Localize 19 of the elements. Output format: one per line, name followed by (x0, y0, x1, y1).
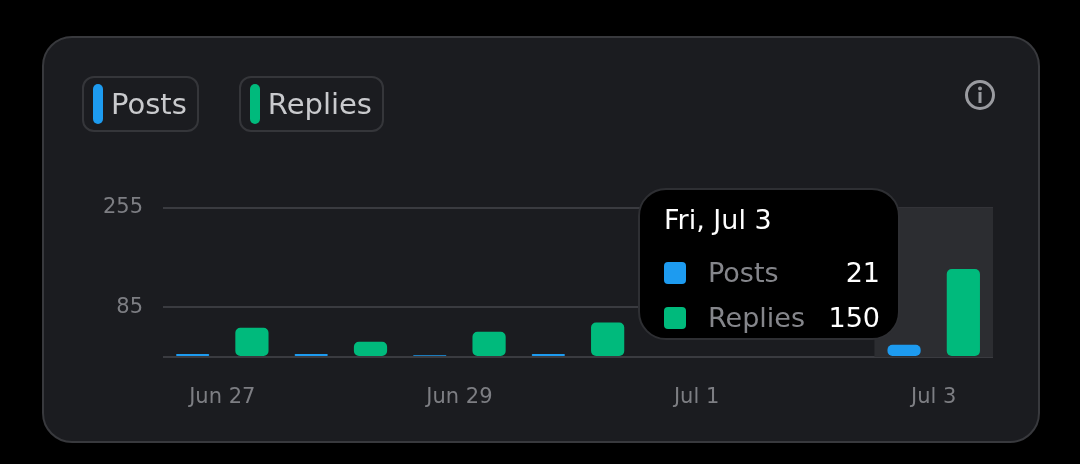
y-tick-label: 85 (116, 293, 143, 318)
bar (353, 341, 388, 356)
annotation: 150 (828, 302, 880, 333)
legend-label: Replies (267, 87, 372, 121)
x-tick-label: Jul 3 (909, 384, 957, 409)
bar (946, 269, 980, 356)
x-tick-label: Jun 29 (424, 384, 493, 409)
legend-label: Posts (111, 87, 187, 121)
x-tick-label: Jul 1 (671, 384, 720, 409)
annotation: Replies (708, 302, 806, 333)
x-tick-label: Jun 27 (187, 384, 256, 409)
annotation: 21 (845, 257, 880, 288)
bar (472, 331, 506, 356)
annotation: Fri, Jul 3 (664, 204, 773, 237)
bar (235, 327, 269, 356)
annotation: Posts (708, 257, 780, 288)
bar (591, 322, 625, 356)
bar (887, 344, 921, 356)
y-tick-label: 255 (102, 194, 143, 219)
